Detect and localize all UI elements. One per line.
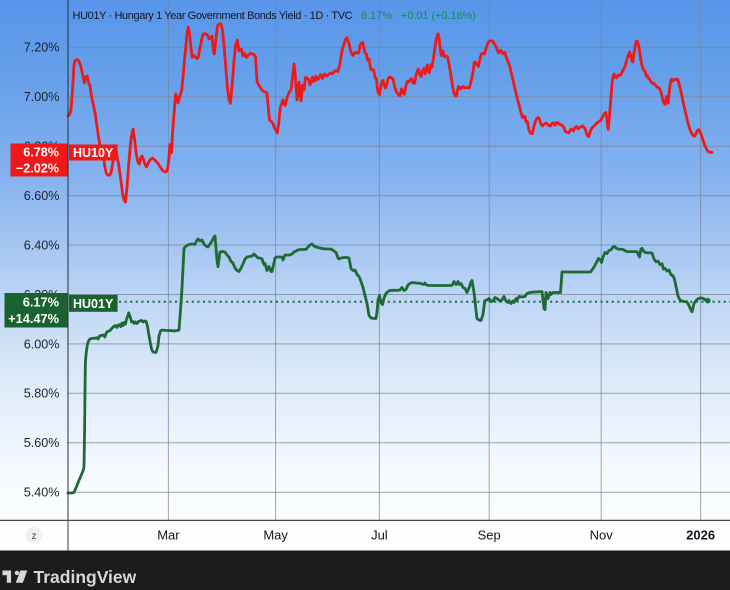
svg-text:May: May: [263, 528, 288, 543]
svg-text:6.78%: 6.78%: [23, 146, 59, 160]
svg-text:6.17%: 6.17%: [23, 294, 60, 309]
svg-text:7.00%: 7.00%: [24, 90, 60, 104]
svg-text:Nov: Nov: [590, 528, 614, 543]
svg-text:HU01Y · Hungary 1 Year Governm: HU01Y · Hungary 1 Year Government Bonds …: [73, 10, 353, 22]
svg-text:5.40%: 5.40%: [24, 486, 60, 500]
svg-text:6.40%: 6.40%: [24, 238, 60, 252]
svg-text:6.60%: 6.60%: [24, 189, 60, 203]
svg-text:6.17%: 6.17%: [361, 10, 392, 22]
svg-text:+14.47%: +14.47%: [8, 311, 59, 326]
svg-text:z: z: [32, 531, 37, 542]
svg-text:Jul: Jul: [371, 528, 388, 543]
svg-text:Sep: Sep: [478, 528, 501, 543]
svg-text:+0.01 (+0.16%): +0.01 (+0.16%): [401, 10, 476, 22]
svg-text:6.00%: 6.00%: [24, 337, 60, 351]
svg-text:TradingView: TradingView: [34, 567, 137, 587]
svg-text:5.60%: 5.60%: [24, 436, 60, 450]
svg-text:7.20%: 7.20%: [24, 41, 60, 55]
svg-text:2026: 2026: [686, 528, 715, 543]
svg-text:5.80%: 5.80%: [24, 387, 60, 401]
svg-text:HU01Y: HU01Y: [73, 297, 114, 311]
svg-text:HU10Y: HU10Y: [73, 146, 114, 160]
svg-text:Mar: Mar: [157, 528, 180, 543]
svg-text:−2.02%: −2.02%: [16, 162, 59, 176]
